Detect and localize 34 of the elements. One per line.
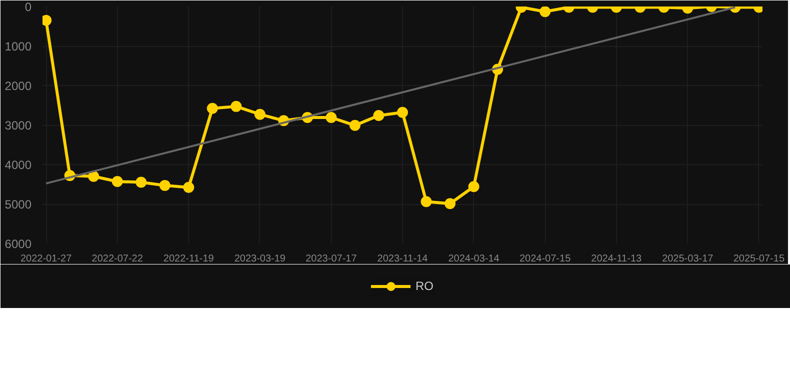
point bbox=[373, 110, 384, 122]
point bbox=[420, 196, 432, 208]
y-tick-label: 6000 bbox=[4, 237, 32, 251]
x-tick-label: 2023-03-19 bbox=[234, 254, 286, 264]
y-tick-label: 4000 bbox=[4, 158, 32, 172]
y-tick-label: 5000 bbox=[4, 198, 32, 212]
point bbox=[397, 106, 408, 118]
point bbox=[326, 112, 337, 123]
point bbox=[444, 198, 456, 210]
x-tick-label: 2024-11-13 bbox=[591, 254, 642, 264]
point bbox=[159, 180, 170, 191]
point bbox=[88, 170, 100, 182]
y-tick-label: 2000 bbox=[4, 79, 32, 93]
point bbox=[349, 120, 360, 131]
x-tick-label: 2023-07-17 bbox=[306, 254, 358, 264]
point bbox=[183, 182, 194, 193]
legend-label: RO bbox=[416, 279, 434, 293]
x-tick-label: 2024-07-15 bbox=[520, 254, 572, 264]
y-tick-label: 0 bbox=[24, 0, 32, 14]
x-tick-label: 2025-03-17 bbox=[662, 254, 714, 264]
x-tick-label: 2022-01-27 bbox=[20, 254, 72, 264]
y-tick-label: 1000 bbox=[4, 40, 32, 54]
y-tick-label: 3000 bbox=[4, 118, 32, 132]
x-tick-label: 2022-11-19 bbox=[163, 254, 214, 264]
x-tick-label: 2025-07-15 bbox=[733, 254, 785, 264]
point bbox=[136, 176, 147, 188]
point bbox=[230, 100, 242, 112]
x-tick-label: 2023-11-14 bbox=[377, 254, 428, 264]
point bbox=[206, 102, 218, 114]
point bbox=[468, 181, 480, 192]
x-tick-label: 2024-03-14 bbox=[448, 254, 500, 264]
x-tick-label: 2022-07-22 bbox=[92, 254, 144, 264]
point bbox=[112, 176, 123, 187]
point bbox=[254, 108, 266, 120]
